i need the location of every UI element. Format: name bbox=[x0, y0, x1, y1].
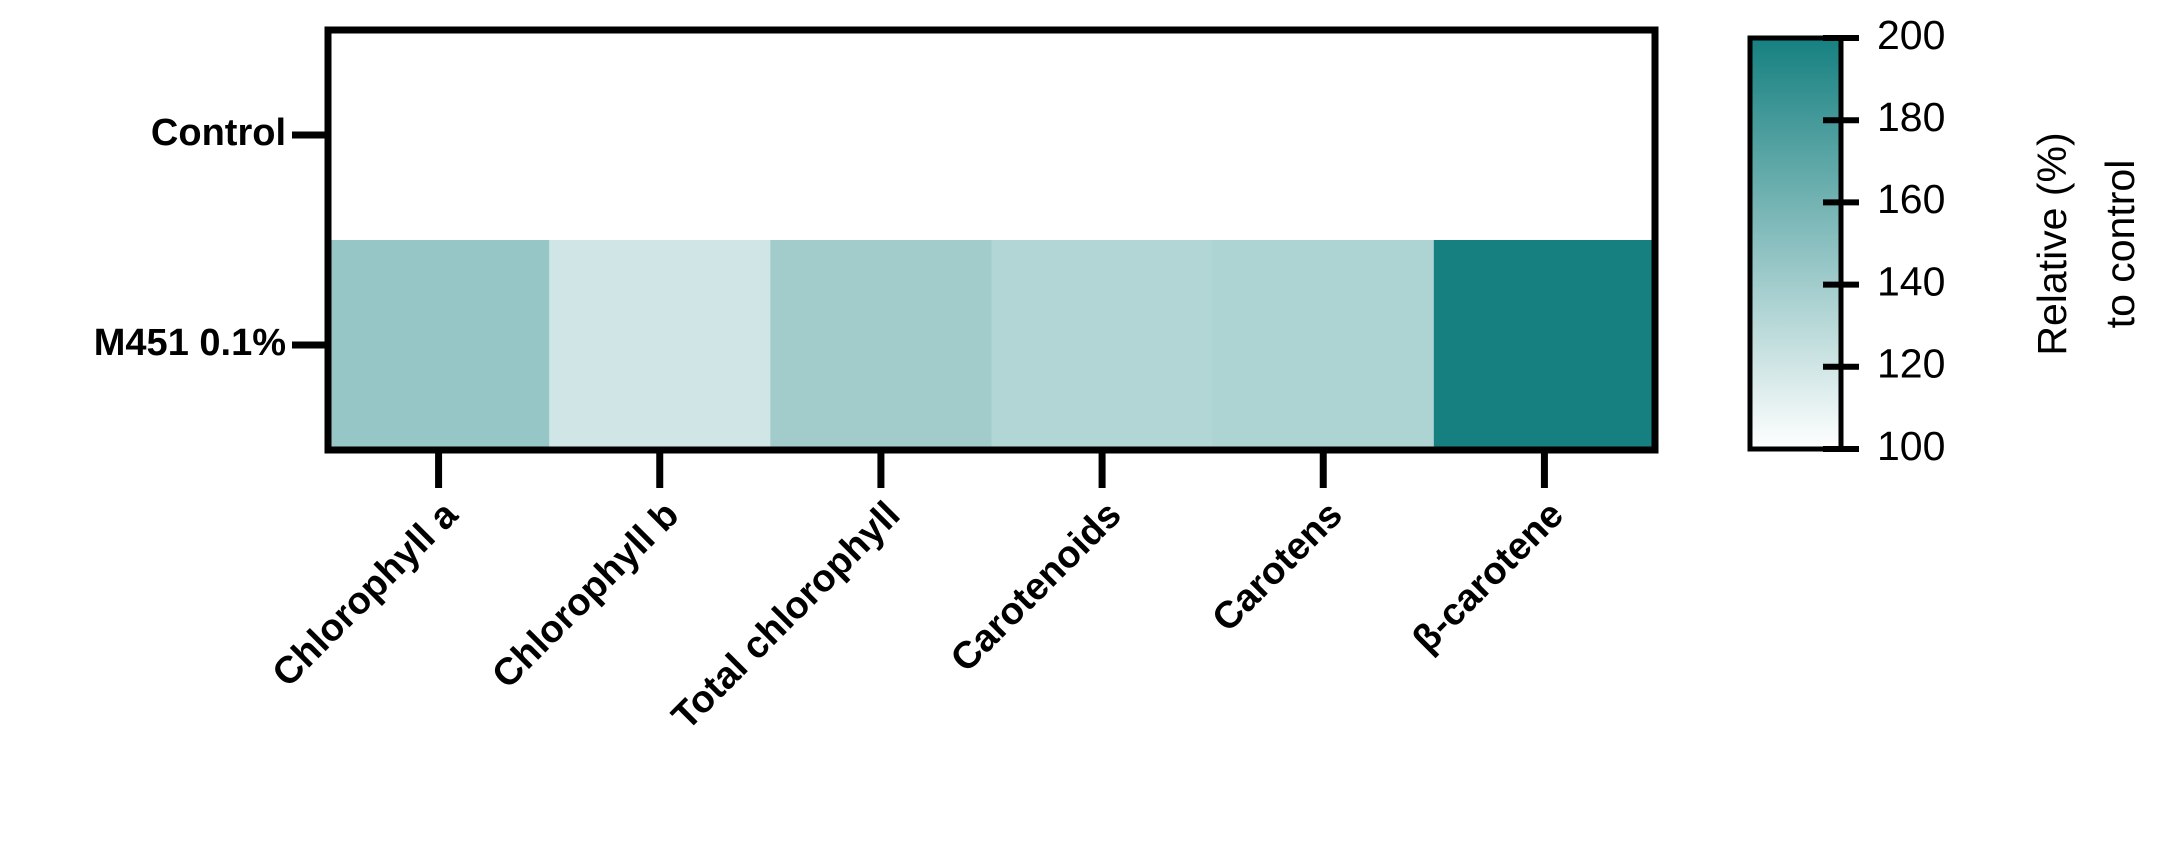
y-tick-label: Control bbox=[151, 112, 286, 154]
colorbar-label: to control bbox=[2097, 160, 2143, 329]
x-tick-label: β-carotene bbox=[1405, 494, 1572, 661]
x-tick-label: Chlorophyll a bbox=[265, 493, 467, 695]
heat-cell bbox=[1433, 240, 1656, 451]
colorbar-tick-label: 160 bbox=[1877, 176, 1945, 222]
heat-cell bbox=[991, 30, 1214, 241]
heat-cell bbox=[1433, 30, 1656, 241]
heat-cell bbox=[770, 240, 992, 451]
heat-cell bbox=[770, 30, 992, 241]
heat-cell bbox=[328, 240, 550, 451]
x-tick-label: Total chlorophyll bbox=[664, 494, 908, 738]
colorbar-label: Relative (%) bbox=[2029, 132, 2075, 355]
colorbar-tick-label: 180 bbox=[1877, 94, 1945, 140]
colorbar-tick-label: 140 bbox=[1877, 258, 1945, 304]
colorbar bbox=[1747, 35, 1844, 452]
colorbar-tick-label: 120 bbox=[1877, 341, 1945, 387]
heat-cell bbox=[328, 30, 550, 241]
y-tick-label: M451 0.1% bbox=[94, 322, 286, 364]
heat-cell bbox=[549, 240, 771, 451]
x-tick-label: Carotenoids bbox=[943, 494, 1129, 680]
heat-cell bbox=[1212, 30, 1435, 241]
colorbar-tick-label: 100 bbox=[1877, 423, 1945, 469]
colorbar-tick-label: 200 bbox=[1877, 12, 1945, 58]
plot-frame bbox=[324, 26, 1659, 454]
x-tick-label: Chlorophyll b bbox=[484, 494, 687, 697]
x-tick-label: Carotens bbox=[1205, 494, 1351, 640]
heat-cell bbox=[1212, 240, 1435, 451]
heat-cell bbox=[991, 240, 1214, 451]
heat-cell bbox=[549, 30, 771, 241]
